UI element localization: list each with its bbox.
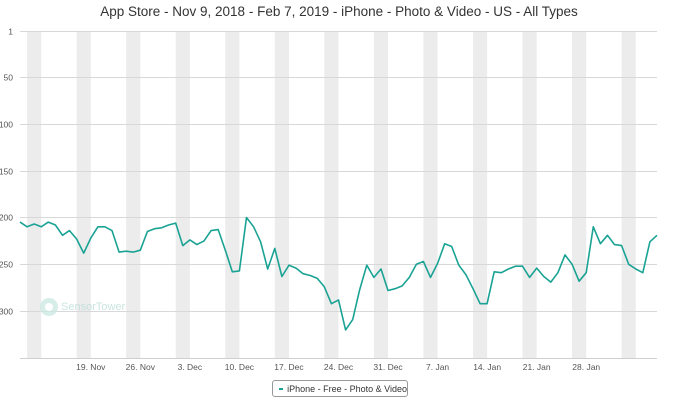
- x-tick-label-2: 3. Dec: [178, 362, 203, 372]
- weekend-band-6: [324, 31, 339, 358]
- x-tick-label-4: 17. Dec: [274, 362, 304, 372]
- x-tick-label-8: 14. Jan: [473, 362, 501, 372]
- y-tick-label-150: 150: [0, 167, 13, 177]
- watermark: SensorTower: [40, 298, 125, 316]
- series-line[interactable]: [19, 216, 658, 331]
- weekend-band-3: [175, 31, 190, 358]
- weekend-band-1: [76, 31, 91, 358]
- legend-line-icon: [279, 387, 284, 390]
- y-tick-label-250: 250: [0, 260, 13, 270]
- x-tick-label-3: 10. Dec: [225, 362, 255, 372]
- weekend-band-2: [126, 31, 141, 358]
- weekend-bands: [27, 31, 636, 358]
- weekend-band-0: [27, 31, 42, 358]
- weekend-band-10: [522, 31, 537, 358]
- weekend-band-8: [423, 31, 438, 358]
- x-tick-label-1: 26. Nov: [126, 362, 156, 372]
- x-tick-label-10: 28. Jan: [572, 362, 600, 372]
- x-axis-labels: 19. Nov 26. Nov 3. Dec 10. Dec 17. Dec 24. De…: [76, 362, 600, 372]
- x-tick-label-9: 21. Jan: [523, 362, 551, 372]
- legend-label: iPhone - Free - Photo & Video: [287, 383, 407, 394]
- watermark-text: SensorTower: [61, 301, 126, 313]
- weekend-band-11: [572, 31, 587, 358]
- weekend-band-5: [274, 31, 289, 358]
- weekend-band-7: [373, 31, 389, 358]
- y-tick-label-200: 200: [0, 213, 13, 223]
- weekend-band-9: [472, 31, 488, 358]
- x-tick-label-7: 7. Jan: [426, 362, 449, 372]
- y-tick-label-300: 300: [0, 307, 13, 317]
- chart-title: App Store - Nov 9, 2018 - Feb 7, 2019 - …: [100, 4, 578, 19]
- sensor-tower-logo-icon: [40, 298, 58, 316]
- y-tick-label-100: 100: [0, 120, 13, 130]
- weekend-band-4: [225, 31, 240, 358]
- legend[interactable]: iPhone - Free - Photo & Video: [272, 380, 408, 397]
- x-tick-label-6: 31. Dec: [373, 362, 403, 372]
- x-tick-label-0: 19. Nov: [76, 362, 106, 372]
- x-tick-label-5: 24. Dec: [324, 362, 354, 372]
- weekend-band-12: [621, 31, 636, 358]
- y-gridlines: [20, 31, 657, 312]
- y-tick-label-50: 50: [4, 73, 14, 83]
- y-tick-label-1: 1: [8, 27, 13, 37]
